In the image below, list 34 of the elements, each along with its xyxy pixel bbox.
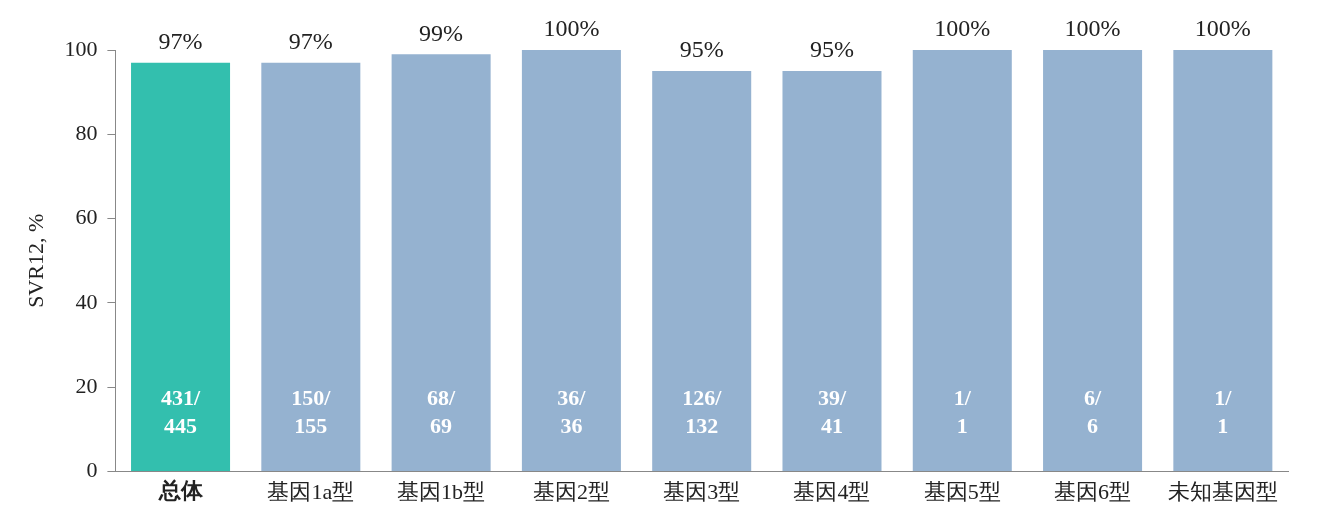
x-tick-label: 基因1b型 <box>397 478 486 504</box>
data-label: 95% <box>809 36 854 63</box>
x-tick-label: 基因1a型 <box>267 478 355 504</box>
data-label: 95% <box>679 36 724 63</box>
x-tick-label: 基因4型 <box>793 478 871 504</box>
y-tick-label: 40 <box>75 288 98 314</box>
data-label: 97% <box>288 27 333 54</box>
annotation: 126/ 132 <box>682 385 723 439</box>
x-tick-label: 基因2型 <box>532 478 610 504</box>
data-label: 100% <box>1194 15 1251 42</box>
data-label: 97% <box>158 27 203 54</box>
annotation: 1/ 1 <box>1214 385 1233 439</box>
y-axis-title: SVR12, % <box>22 213 48 308</box>
x-tick-label: 基因5型 <box>923 478 1001 504</box>
annotation: 39/ 41 <box>817 385 847 439</box>
annotation: 36/ 36 <box>557 385 587 439</box>
y-tick-label: 0 <box>86 457 98 483</box>
x-tick-label: 基因6型 <box>1054 478 1132 504</box>
data-label: 100% <box>1064 15 1121 42</box>
x-tick-label: 总体 <box>157 478 204 504</box>
x-tick-label: 未知基因型 <box>1167 478 1278 504</box>
annotation: 431/ 445 <box>160 385 201 439</box>
y-tick-label: 60 <box>75 204 98 230</box>
annotation: 6/ 6 <box>1084 385 1102 439</box>
data-label: 100% <box>934 15 991 42</box>
data-label: 100% <box>543 15 600 42</box>
x-tick-label: 基因3型 <box>663 478 741 504</box>
y-tick-label: 80 <box>75 120 98 146</box>
y-tick-label: 20 <box>75 373 98 399</box>
annotation: 1/ 1 <box>953 385 972 439</box>
annotation: 68/ 69 <box>427 385 457 439</box>
y-tick-label: 100 <box>64 35 98 61</box>
data-label: 99% <box>419 19 464 46</box>
annotation: 150/ 155 <box>291 385 332 439</box>
